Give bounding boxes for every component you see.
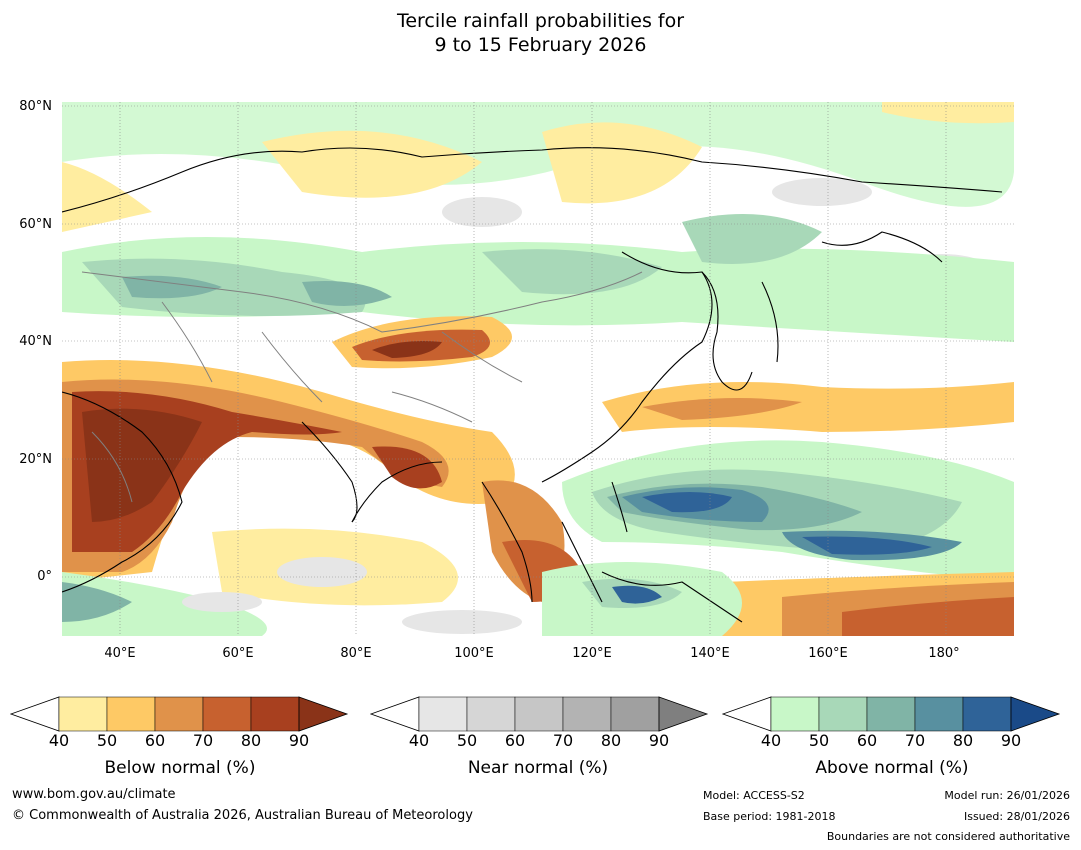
model-run-date: Model run: 26/01/2026 [944, 789, 1070, 802]
cbar-near-tick-40: 40 [408, 731, 430, 750]
lon-label-100e: 100°E [454, 646, 494, 661]
cbar-below-tick-40: 40 [48, 731, 70, 750]
lon-label-120e: 120°E [572, 646, 612, 661]
cbar-below-tick-60: 60 [144, 731, 166, 750]
lat-label-60n: 60°N [19, 217, 52, 232]
colorbar-above-swatch [818, 696, 868, 732]
cbar-above-tick-40: 40 [760, 731, 782, 750]
colorbar-above-swatch [866, 696, 916, 732]
cbar-near-tick-50: 50 [456, 731, 478, 750]
colorbar-below-title: Below normal (%) [104, 758, 256, 778]
colorbar-above-arrow [1010, 696, 1061, 732]
cbar-below-tick-50: 50 [96, 731, 118, 750]
lon-label-140e: 140°E [690, 646, 730, 661]
lat-label-0: 0° [37, 569, 52, 584]
lat-label-40n: 40°N [19, 334, 52, 349]
colorbar-above [722, 696, 1061, 732]
lat-label-20n: 20°N [19, 452, 52, 467]
colorbar-near-arrow [658, 696, 709, 732]
website-link[interactable]: www.bom.gov.au/climate [12, 787, 176, 802]
colorbar-below-swatch [154, 696, 204, 732]
lon-label-180: 180° [928, 646, 960, 661]
colorbar-below-swatch [106, 696, 156, 732]
map-canvas [62, 102, 1014, 636]
colorbar-above-swatch [914, 696, 964, 732]
lon-label-60e: 60°E [222, 646, 254, 661]
colorbar-above-swatch [770, 696, 820, 732]
cbar-below-tick-70: 70 [192, 731, 214, 750]
colorbar-below-arrow [298, 696, 349, 732]
boundary-disclaimer: Boundaries are not considered authoritat… [826, 830, 1070, 843]
cbar-near-tick-80: 80 [600, 731, 622, 750]
title-line-1: Tercile rainfall probabilities for [396, 10, 685, 32]
cbar-above-tick-60: 60 [856, 731, 878, 750]
cbar-above-tick-70: 70 [904, 731, 926, 750]
colorbar-below-swatch [250, 696, 300, 732]
cbar-below-tick-90: 90 [288, 731, 310, 750]
colorbar-near-swatch [514, 696, 564, 732]
lat-label-80n: 80°N [19, 99, 52, 114]
issued-date: Issued: 28/01/2026 [963, 810, 1070, 823]
colorbar-above-swatch [962, 696, 1012, 732]
colorbar-near-swatch [418, 696, 468, 732]
model-name: Model: ACCESS-S2 [703, 789, 805, 802]
lon-label-160e: 160°E [808, 646, 848, 661]
colorbar-below [10, 696, 349, 732]
title-line-2: 9 to 15 February 2026 [434, 34, 647, 56]
chart-title: Tercile rainfall probabilities for 9 to … [0, 9, 1081, 57]
cbar-near-tick-70: 70 [552, 731, 574, 750]
base-period: Base period: 1981-2018 [703, 810, 836, 823]
cbar-above-tick-80: 80 [952, 731, 974, 750]
cbar-above-tick-90: 90 [1000, 731, 1022, 750]
colorbar-below-swatch [202, 696, 252, 732]
lon-label-80e: 80°E [340, 646, 372, 661]
cbar-above-tick-50: 50 [808, 731, 830, 750]
colorbar-near-title: Near normal (%) [467, 758, 609, 778]
cbar-below-tick-80: 80 [240, 731, 262, 750]
colorbar-below-swatch [58, 696, 108, 732]
colorbar-near-swatch [466, 696, 516, 732]
colorbar-above-title: Above normal (%) [815, 758, 969, 778]
probability-map [62, 102, 1014, 636]
cbar-near-tick-60: 60 [504, 731, 526, 750]
cbar-near-tick-90: 90 [648, 731, 670, 750]
lon-label-40e: 40°E [104, 646, 136, 661]
copyright-text: © Commonwealth of Australia 2026, Austra… [12, 808, 473, 823]
colorbar-near-swatch [610, 696, 660, 732]
colorbar-near-swatch [562, 696, 612, 732]
colorbar-near [370, 696, 709, 732]
